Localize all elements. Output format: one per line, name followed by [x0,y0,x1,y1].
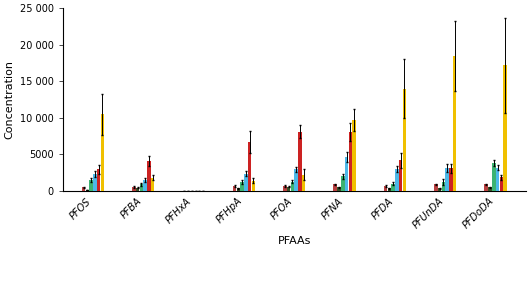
Bar [136,188,139,191]
Bar [295,169,298,191]
Bar [337,187,341,191]
Bar [341,176,344,191]
Bar [449,168,453,191]
Bar [434,185,438,191]
Bar [387,188,391,191]
Bar [302,175,305,191]
Bar [240,182,244,191]
Bar [488,187,492,191]
Bar [147,161,151,191]
Bar [352,120,356,191]
Bar [139,185,143,191]
Bar [384,186,387,191]
Bar [132,187,136,191]
Bar [233,186,236,191]
Bar [391,184,395,191]
Bar [82,187,85,191]
Bar [236,188,240,191]
Bar [287,187,290,191]
Bar [395,169,399,191]
Bar [399,160,402,191]
Bar [298,132,302,191]
Bar [290,182,294,191]
Bar [97,169,100,191]
Bar [500,177,503,191]
Bar [144,180,147,191]
Bar [333,185,337,191]
Bar [403,89,406,191]
X-axis label: PFAAs: PFAAs [278,236,311,246]
Bar [441,182,445,191]
Bar [349,132,352,191]
Bar [453,56,456,191]
Bar [244,174,248,191]
Bar [496,168,499,191]
Bar [252,181,255,191]
Bar [484,185,488,191]
Bar [101,114,104,191]
Bar [93,174,96,191]
Bar [248,142,251,191]
Bar [438,188,441,191]
Bar [445,168,449,191]
Bar [151,178,154,191]
Bar [504,65,507,191]
Y-axis label: Concentration: Concentration [4,60,14,139]
Bar [344,157,348,191]
Bar [85,190,89,191]
Bar [89,180,93,191]
Bar [283,186,287,191]
Bar [492,163,496,191]
